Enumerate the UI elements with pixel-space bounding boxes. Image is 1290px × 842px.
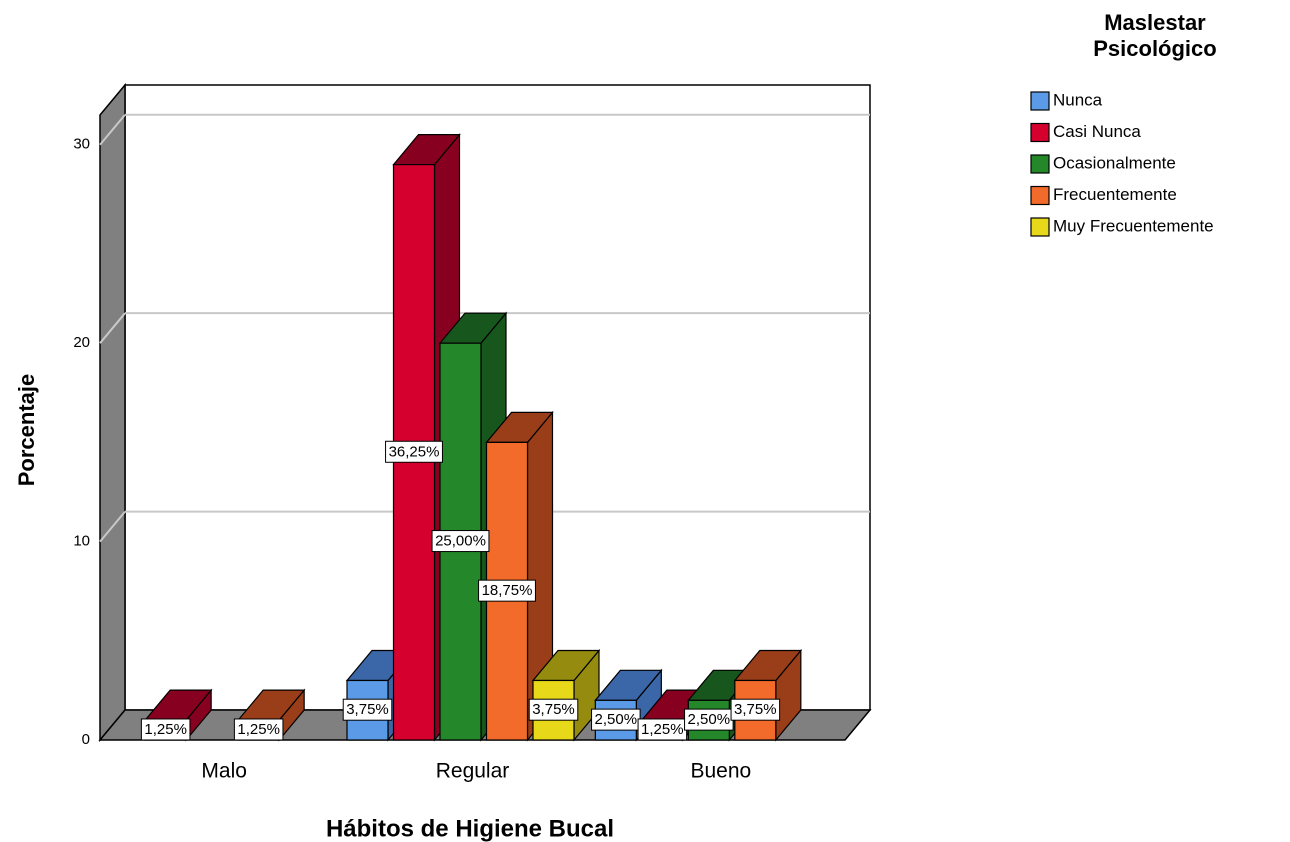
data-label: 3,75% (532, 701, 575, 718)
legend-title: Maslestar Psicológico (1093, 10, 1217, 61)
data-label: 2,50% (688, 711, 731, 728)
data-label-box (233, 718, 284, 741)
data-label-box (478, 579, 536, 602)
data-label: 2,50% (595, 711, 638, 728)
y-tick-label: 0 (82, 731, 90, 748)
data-label: 1,25% (641, 721, 684, 738)
data-label-box (385, 440, 443, 463)
left-wall (99, 82, 126, 743)
legend-label: Casi Nunca (1053, 122, 1141, 141)
data-label: 3,75% (346, 701, 389, 718)
grid-line-side (99, 312, 126, 344)
grid-line-side (99, 114, 126, 146)
data-label: 1,25% (237, 721, 280, 738)
grid-line-side (99, 510, 126, 543)
y-tick-label: 10 (73, 533, 90, 550)
data-label: 18,75% (482, 582, 533, 599)
legend-label: Ocasionalmente (1053, 153, 1176, 172)
data-label-box (528, 698, 579, 721)
x-tick-label: Regular (436, 760, 510, 783)
y-axis-title: Porcentaje (14, 374, 39, 487)
legend-swatch (1030, 217, 1050, 237)
x-tick-label: Bueno (690, 760, 751, 783)
data-label: 1,25% (144, 721, 187, 738)
legend-swatch (1030, 122, 1050, 143)
legend-swatch (1030, 185, 1050, 206)
legend-swatch (1030, 91, 1050, 111)
data-label-box (140, 718, 191, 741)
y-tick-label: 30 (73, 136, 90, 153)
data-label-box (431, 530, 490, 553)
data-label: 25,00% (435, 533, 486, 550)
x-tick-label: Malo (201, 760, 247, 783)
data-label: 3,75% (734, 701, 777, 718)
x-axis-title: Hábitos de Higiene Bucal (326, 815, 614, 842)
legend-label: Frecuentemente (1053, 185, 1177, 204)
y-tick-label: 20 (73, 334, 90, 351)
data-label: 36,25% (389, 443, 440, 460)
data-label-box (730, 698, 781, 721)
data-label-box (342, 698, 393, 721)
legend-label: Nunca (1053, 90, 1103, 109)
legend-swatch (1030, 154, 1050, 174)
legend-label: Muy Frecuentemente (1053, 216, 1214, 235)
